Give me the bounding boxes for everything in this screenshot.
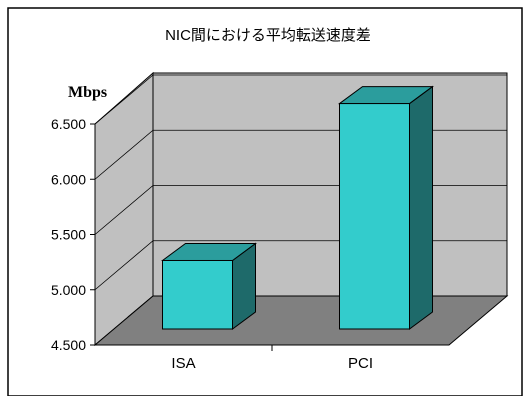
gridline (94, 74, 507, 125)
axes (90, 123, 449, 351)
y-tick-label: 5.000 (51, 282, 86, 298)
x-tick-label: PCI (348, 355, 373, 372)
x-tick-labels: ISA PCI (171, 355, 373, 372)
bars (160, 85, 435, 330)
y-tick-label: 5.500 (51, 227, 86, 243)
y-tick-label: 6.500 (51, 116, 86, 132)
y-tick-label: 4.500 (51, 337, 86, 353)
y-axis-label: Mbps (68, 84, 107, 101)
y-tick-label: 6.000 (51, 171, 86, 187)
bar-side (409, 85, 433, 330)
bar-pci (337, 85, 435, 330)
y-tick-labels: 4.500 5.000 5.500 6.000 6.500 (51, 116, 86, 353)
chart-floor (93, 295, 509, 346)
bar-front (162, 259, 233, 330)
bar-front (339, 103, 410, 330)
bar-isa (160, 242, 258, 330)
x-tick-label: ISA (171, 355, 195, 372)
chart-title: NIC間における平均転送速度差 (165, 27, 371, 44)
